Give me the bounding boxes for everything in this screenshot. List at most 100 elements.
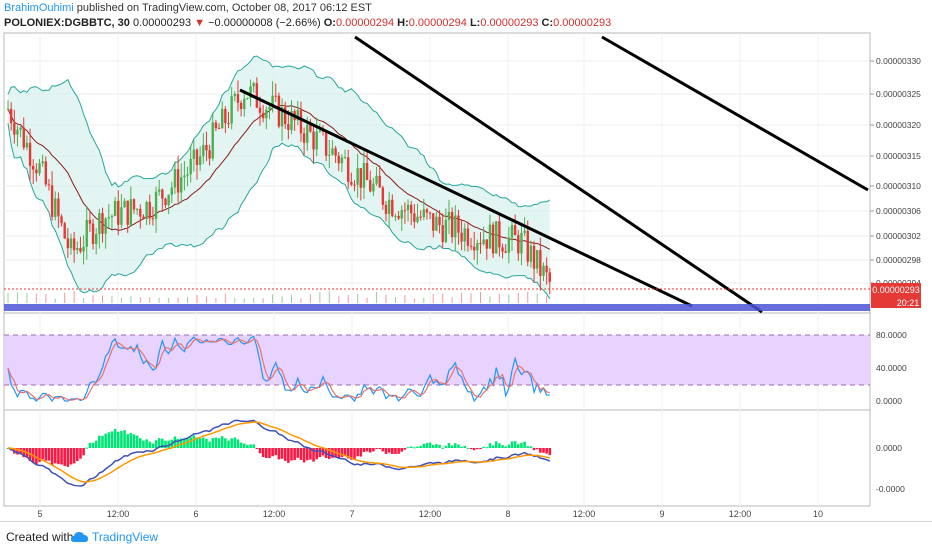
macd-histogram-bar bbox=[233, 437, 237, 448]
candle-body bbox=[47, 184, 51, 186]
macd-histogram-bar bbox=[189, 437, 192, 448]
macd-histogram-bar bbox=[230, 438, 233, 448]
macd-histogram-bar bbox=[476, 448, 479, 450]
macd-histogram-bar bbox=[315, 448, 318, 460]
macd-histogram-bar bbox=[287, 448, 290, 463]
candle-body bbox=[25, 142, 29, 148]
candle-body bbox=[66, 238, 70, 249]
macd-histogram-bar bbox=[520, 442, 523, 448]
candle-body bbox=[13, 123, 16, 135]
candle-body bbox=[425, 209, 429, 213]
macd-histogram-bar bbox=[274, 448, 278, 456]
candle-body bbox=[173, 169, 177, 188]
candle-body bbox=[473, 246, 476, 251]
down-arrow-icon: ▼ bbox=[194, 17, 206, 29]
macd-series bbox=[6, 419, 552, 487]
price-change: −0.00000008 (−2.66%) bbox=[208, 17, 321, 29]
candle-body bbox=[510, 225, 514, 238]
candle-body bbox=[328, 154, 331, 156]
macd-histogram-bar bbox=[242, 443, 246, 448]
candle-body bbox=[450, 211, 454, 238]
macd-histogram-bar bbox=[132, 434, 136, 448]
macd-histogram-bar bbox=[406, 447, 410, 449]
macd-histogram-bar bbox=[258, 448, 262, 454]
candle-body bbox=[129, 199, 133, 225]
macd-histogram-bar bbox=[450, 445, 454, 448]
candle-body bbox=[287, 124, 290, 130]
macd-histogram-bar bbox=[312, 448, 315, 462]
candle-body bbox=[60, 216, 63, 224]
candle-body bbox=[416, 216, 419, 222]
candle-body bbox=[422, 209, 425, 218]
candle-body bbox=[198, 156, 202, 165]
candle-body bbox=[469, 245, 473, 247]
chart-byline: BrahimOuhimi published on TradingView.co… bbox=[4, 2, 372, 14]
macd-histogram-bar bbox=[548, 448, 552, 456]
price-axis[interactable]: 0.00000330 0.00000325 0.00000320 0.00000315… bbox=[870, 56, 921, 494]
macd-histogram-bar bbox=[447, 443, 451, 448]
candle-body bbox=[331, 148, 334, 155]
candle-body bbox=[495, 221, 498, 254]
macd-histogram-bar bbox=[280, 448, 284, 459]
macd-histogram-bar bbox=[400, 448, 404, 452]
macd-histogram-bar bbox=[454, 443, 457, 448]
candle-body bbox=[302, 133, 306, 143]
price-tick-label: 0.00000306 bbox=[876, 206, 921, 216]
candle-body bbox=[126, 200, 129, 225]
price-series bbox=[6, 55, 551, 303]
candle-body bbox=[539, 250, 542, 276]
candle-body bbox=[38, 163, 41, 174]
candle-body bbox=[113, 200, 117, 216]
macd-histogram-bar bbox=[85, 447, 89, 449]
price-tick-label: 0.00000302 bbox=[876, 231, 921, 241]
macd-histogram-bar bbox=[57, 448, 60, 465]
macd-histogram-bar bbox=[353, 448, 356, 460]
macd-histogram-bar bbox=[482, 446, 485, 448]
macd-histogram-bar bbox=[41, 448, 44, 460]
macd-histogram-bar bbox=[479, 448, 482, 449]
macd-pane[interactable] bbox=[3, 409, 871, 507]
trendline-1[interactable] bbox=[239, 88, 693, 308]
trendline-2[interactable] bbox=[354, 35, 763, 314]
time-axis[interactable]: 5 12:00 6 12:00 7 12:00 8 12:00 9 12:00 10 bbox=[37, 509, 823, 519]
candle-body bbox=[79, 248, 82, 252]
macd-histogram-bar bbox=[498, 443, 501, 448]
macd-histogram-bar bbox=[53, 448, 57, 464]
last-price: 0.00000293 bbox=[132, 17, 192, 29]
candle-body bbox=[239, 102, 243, 110]
candle-body bbox=[69, 238, 73, 249]
candle-body bbox=[296, 110, 299, 121]
symbol-label: POLONIEX:DGBBTC, 30 bbox=[4, 17, 130, 29]
candle-body bbox=[441, 225, 444, 242]
macd-histogram-bar bbox=[397, 448, 400, 454]
stochastic-tick-label: 80.0000 bbox=[876, 330, 907, 340]
macd-histogram-bar bbox=[403, 448, 407, 450]
macd-histogram-bar bbox=[214, 437, 218, 448]
candle-body bbox=[88, 219, 92, 224]
macd-histogram-bar bbox=[368, 448, 372, 453]
macd-histogram-bar bbox=[142, 440, 145, 448]
candle-body bbox=[428, 212, 432, 214]
candle-body bbox=[498, 221, 501, 248]
candle-body bbox=[488, 224, 492, 249]
time-tick-label: 7 bbox=[349, 509, 354, 519]
bollinger-lower bbox=[7, 123, 551, 300]
macd-tick-label: 0.0000 bbox=[876, 443, 902, 453]
time-tick-label: 10 bbox=[813, 509, 823, 519]
tradingview-brand-link[interactable]: TradingView bbox=[92, 530, 159, 544]
chart-canvas[interactable]: 0.00000330 0.00000325 0.00000320 0.00000315… bbox=[0, 0, 932, 521]
candle-body bbox=[444, 219, 448, 242]
macd-histogram-bar bbox=[409, 446, 413, 448]
macd-histogram-bar bbox=[44, 448, 48, 461]
candle-body bbox=[318, 130, 322, 132]
candle-body bbox=[123, 200, 126, 208]
candle-body bbox=[41, 161, 44, 164]
author-link[interactable]: BrahimOuhimi bbox=[4, 2, 74, 14]
last-price-tag-text: 0.00000293 bbox=[872, 285, 920, 295]
candle-body bbox=[268, 106, 271, 110]
macd-histogram-bar bbox=[151, 443, 155, 448]
macd-histogram-bar bbox=[35, 448, 38, 464]
trendline-3[interactable] bbox=[601, 35, 869, 192]
candle-body bbox=[350, 181, 353, 185]
stochastic-d-line bbox=[7, 338, 550, 401]
